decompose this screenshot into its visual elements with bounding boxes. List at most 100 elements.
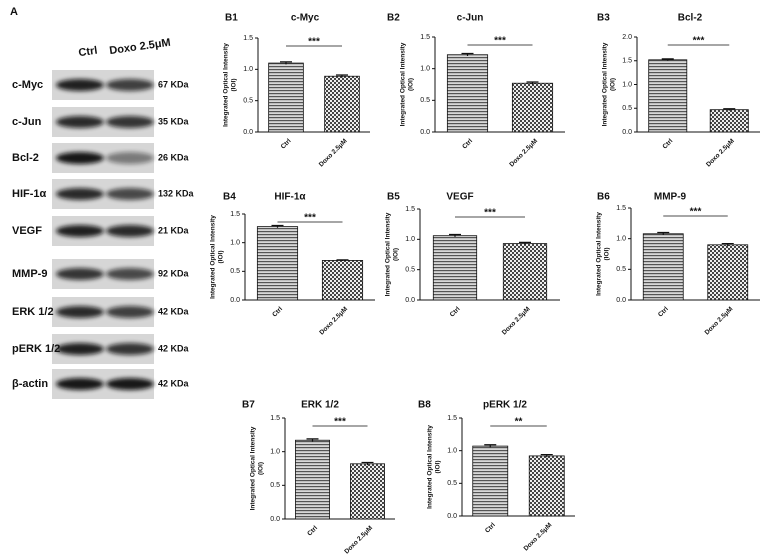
x-tick-label: Doxo 2.5μM [318, 306, 349, 337]
y-axis-label-line: Integrated Optical Intensity [427, 425, 434, 509]
size-label: 42 KDa [158, 306, 190, 316]
y-tick-label: 1.5 [405, 206, 415, 213]
x-tick-label: Ctrl [484, 522, 497, 535]
blot-band [56, 306, 104, 318]
significance-label: *** [304, 213, 316, 224]
y-axis-label-line: (IOI) [435, 461, 442, 474]
y-tick-label: 0.5 [420, 97, 430, 104]
y-tick-label: 1.5 [622, 58, 632, 65]
y-tick-label: 0.5 [230, 268, 240, 275]
y-axis-label-line: (IOI) [604, 248, 611, 261]
error-bar [519, 241, 531, 245]
y-axis-label-line: (IOI) [258, 462, 265, 475]
y-tick-label: 1.5 [616, 205, 626, 212]
protein-label: VEGF [12, 225, 42, 237]
chart-title: Bcl-2 [678, 13, 703, 24]
error-bar [306, 438, 319, 442]
x-tick-label: Ctrl [662, 138, 675, 151]
x-tick-label: Ctrl [461, 138, 474, 151]
protein-label: MMP-9 [12, 268, 47, 280]
x-tick-label: Doxo 2.5μM [318, 138, 349, 169]
bar [268, 62, 304, 133]
significance-label: *** [308, 37, 320, 48]
significance-label: *** [693, 36, 705, 47]
blot-band [56, 268, 104, 280]
blot-band [56, 225, 104, 237]
error-bar [657, 231, 670, 235]
y-tick-label: 1.0 [622, 81, 632, 88]
y-tick-label: 0.5 [405, 267, 415, 274]
bar [709, 109, 749, 133]
y-tick-label: 1.0 [616, 236, 626, 243]
blot-band [56, 343, 104, 355]
y-tick-label: 0.0 [616, 297, 626, 304]
bar [432, 235, 478, 301]
error-bar [336, 74, 348, 78]
x-tick-label: Doxo 2.5μM [508, 138, 539, 169]
error-bar [723, 108, 736, 111]
y-tick-label: 0.5 [447, 480, 457, 487]
blot-band [106, 79, 154, 91]
y-tick-label: 1.0 [420, 66, 430, 73]
y-tick-label: 0.0 [420, 129, 430, 136]
y-axis-label-line: (IOI) [218, 251, 225, 264]
blot-band [56, 188, 104, 200]
y-tick-label: 2.0 [622, 34, 632, 41]
size-label: 132 KDa [158, 188, 195, 198]
lane-label: Doxo 2.5μM [109, 37, 172, 57]
significance-label: *** [334, 417, 346, 428]
panel-label: B4 [223, 192, 236, 203]
size-label: 42 KDa [158, 343, 190, 353]
y-tick-label: 0.0 [270, 516, 280, 523]
error-bar [449, 233, 461, 237]
y-tick-label: 1.0 [270, 449, 280, 456]
x-tick-label: Ctrl [271, 306, 284, 319]
error-bar [540, 453, 553, 458]
size-label: 21 KDa [158, 225, 190, 235]
significance-label: ** [515, 417, 523, 428]
x-tick-label: Ctrl [280, 138, 293, 151]
x-tick-label: Ctrl [306, 525, 319, 538]
size-label: 42 KDa [158, 378, 190, 388]
x-tick-label: Doxo 2.5μM [705, 138, 736, 169]
lane-label: Ctrl [78, 45, 98, 60]
bar [528, 455, 565, 517]
error-bar [484, 444, 497, 448]
error-bar [271, 224, 284, 228]
y-axis-label: Integrated Optical Intensity (IOI) [250, 426, 265, 510]
bar [324, 75, 360, 133]
protein-label: HIF-1α [12, 188, 47, 200]
protein-label: ERK 1/2 [12, 306, 54, 318]
bar [350, 463, 385, 520]
protein-label: c-Myc [12, 79, 43, 91]
y-axis-label-line: Integrated Optical Intensity [400, 42, 407, 126]
y-tick-label: 0.5 [270, 482, 280, 489]
error-bar [280, 61, 292, 65]
y-axis-label: Integrated Optical Intensity (IOI) [596, 212, 611, 296]
bar [648, 59, 688, 133]
chart-title: pERK 1/2 [483, 400, 527, 411]
chart-title: MMP-9 [654, 192, 687, 203]
panel-label: B6 [597, 192, 610, 203]
y-axis-label: Integrated Optical Intensity (IOI) [400, 42, 415, 126]
y-axis-label-line: (IOI) [393, 248, 400, 261]
x-tick-label: Doxo 2.5μM [343, 525, 374, 556]
y-tick-label: 1.5 [420, 34, 430, 41]
y-tick-label: 1.5 [243, 35, 253, 42]
y-tick-label: 1.0 [243, 66, 253, 73]
error-bar [461, 52, 474, 56]
y-tick-label: 0.0 [447, 513, 457, 520]
protein-label: pERK 1/2 [12, 343, 60, 355]
y-axis-label-line: (IOI) [231, 79, 238, 92]
blot-band [106, 152, 154, 164]
error-bar [661, 58, 674, 61]
y-axis-label-line: (IOI) [408, 78, 415, 91]
x-tick-label: Doxo 2.5μM [523, 522, 554, 553]
bar [511, 82, 554, 133]
significance-label: *** [494, 36, 506, 47]
protein-label: Bcl-2 [12, 152, 39, 164]
y-tick-label: 0.5 [243, 98, 253, 105]
panel-label: B3 [597, 13, 610, 24]
